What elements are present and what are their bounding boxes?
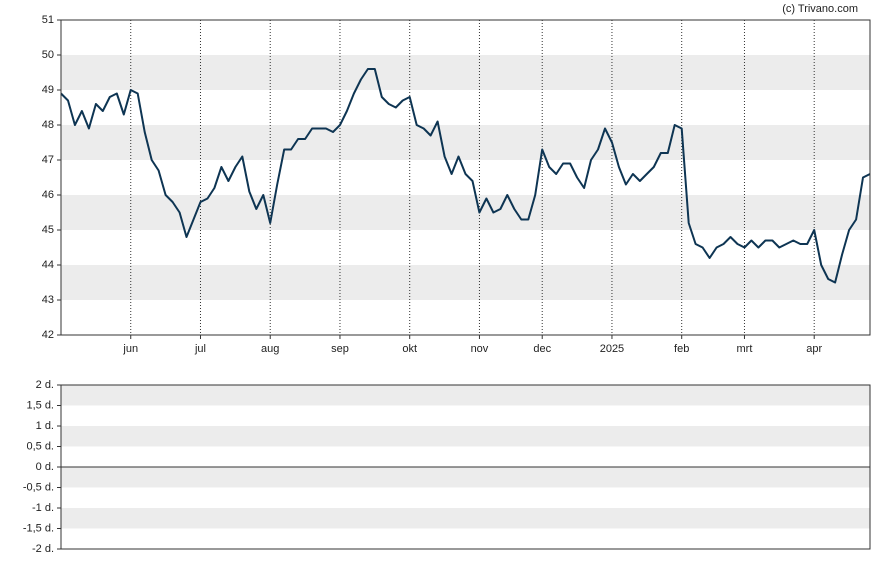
y-tick-label: 42: [42, 329, 54, 341]
band: [61, 426, 870, 447]
x-tick-label: okt: [402, 343, 417, 355]
x-tick-label: aug: [261, 343, 279, 355]
x-tick-label: jun: [122, 343, 138, 355]
x-tick-label: sep: [331, 343, 349, 355]
y-tick-label: 51: [42, 14, 54, 26]
y-tick-label: 1,5 d.: [26, 399, 54, 411]
y-tick-label: 45: [42, 224, 54, 236]
y-tick-label: -1,5 d.: [23, 522, 54, 534]
y-tick-label: -0,5 d.: [23, 481, 54, 493]
y-tick-label: 49: [42, 84, 54, 96]
band: [61, 508, 870, 529]
plot-frame: [60, 19, 871, 336]
y-tick-label: 48: [42, 119, 54, 131]
y-tick-label: 0 d.: [36, 461, 54, 473]
y-tick-label: 47: [42, 154, 54, 166]
x-tick-label: apr: [806, 343, 822, 355]
x-tick-label: mrt: [737, 343, 753, 355]
y-tick-label: 43: [42, 294, 54, 306]
y-tick-label: -2 d.: [32, 543, 54, 555]
price-line: [60, 68, 871, 284]
y-tick-label: 1 d.: [36, 420, 54, 432]
y-tick-label: 0,5 d.: [26, 440, 54, 452]
band: [61, 467, 870, 488]
x-tick-label: 2025: [600, 343, 624, 355]
band: [61, 385, 870, 406]
y-tick-label: 2 d.: [36, 379, 54, 391]
y-tick-label: 44: [42, 259, 54, 271]
x-tick-label: nov: [471, 343, 489, 355]
x-tick-label: jul: [194, 343, 206, 355]
band: [61, 125, 870, 160]
y-tick-label: 46: [42, 189, 54, 201]
plot-frame: [60, 384, 871, 550]
y-tick-label: 50: [42, 49, 54, 61]
y-tick-label: -1 d.: [32, 502, 54, 514]
band: [61, 55, 870, 90]
credit: (c) Trivano.com: [782, 3, 858, 15]
band: [61, 265, 870, 300]
x-tick-label: dec: [533, 343, 551, 355]
x-tick-label: feb: [674, 343, 689, 355]
